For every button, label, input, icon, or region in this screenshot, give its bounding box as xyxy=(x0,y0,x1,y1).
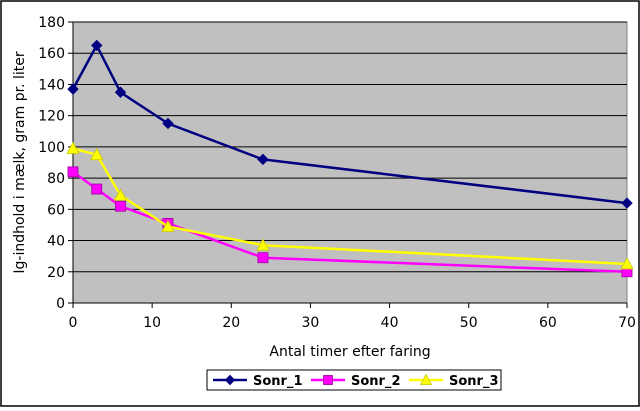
legend-label: Sonr_2 xyxy=(351,374,401,389)
data-point xyxy=(257,252,269,264)
data-point xyxy=(90,147,104,161)
legend-box xyxy=(206,369,502,391)
y-tick-label: 140 xyxy=(38,77,65,93)
gridlines xyxy=(73,21,627,273)
legend-swatch-marker xyxy=(323,375,333,385)
plot-background xyxy=(72,21,628,304)
x-tick-label: 60 xyxy=(539,315,557,331)
data-point xyxy=(114,86,127,98)
data-point xyxy=(257,153,269,166)
y-tick-label: 0 xyxy=(56,296,65,312)
x-tick-label: 0 xyxy=(69,315,78,331)
y-tick-label: 160 xyxy=(38,46,65,62)
data-point xyxy=(115,200,126,212)
legend-entry: Sonr_1 xyxy=(213,374,303,389)
legend-label: Sonr_3 xyxy=(449,374,499,389)
y-tick-label: 100 xyxy=(38,140,65,156)
data-point xyxy=(621,197,633,209)
legend-swatch-marker xyxy=(224,374,236,386)
x-tick-label: 40 xyxy=(381,315,399,331)
series-layer xyxy=(66,39,634,278)
series-sonr-1 xyxy=(67,39,633,209)
y-axis-ticks: 0 20 40 60 80 100 120 140 160 180 xyxy=(38,15,74,312)
data-point xyxy=(256,238,270,251)
y-axis-label: Ig-indhold i mælk, gram pr. liter xyxy=(12,51,28,273)
data-point xyxy=(91,39,103,52)
series-line xyxy=(71,44,628,205)
x-tick-label: 10 xyxy=(143,315,161,331)
legend-entry: Sonr_3 xyxy=(409,373,499,389)
legend: Sonr_1 Sonr_2 Sonr_3 xyxy=(206,369,502,391)
x-tick-label: 30 xyxy=(302,315,320,331)
x-tick-label: 70 xyxy=(618,315,636,331)
series-line xyxy=(72,147,628,266)
legend-entry: Sonr_2 xyxy=(311,374,401,389)
x-tick-label: 20 xyxy=(222,315,240,331)
data-point xyxy=(620,257,634,270)
legend-swatch-marker xyxy=(419,373,433,385)
legend-label: Sonr_1 xyxy=(253,374,303,389)
y-tick-label: 80 xyxy=(47,171,65,187)
y-tick-label: 180 xyxy=(38,15,65,31)
x-tick-label: 50 xyxy=(460,315,478,331)
x-axis-ticks: 0 10 20 30 40 50 60 70 xyxy=(69,302,636,331)
data-point xyxy=(91,183,103,195)
data-point xyxy=(113,188,128,201)
data-point xyxy=(162,117,174,130)
x-axis-label: Antal timer efter faring xyxy=(269,344,430,360)
data-point xyxy=(66,141,80,154)
y-tick-label: 20 xyxy=(47,265,65,281)
data-point xyxy=(67,166,79,178)
data-point xyxy=(67,83,79,95)
data-point xyxy=(161,219,175,232)
series-sonr-3 xyxy=(66,141,634,270)
y-tick-label: 120 xyxy=(38,109,65,125)
y-tick-label: 60 xyxy=(47,202,65,218)
y-tick-label: 40 xyxy=(47,234,65,250)
